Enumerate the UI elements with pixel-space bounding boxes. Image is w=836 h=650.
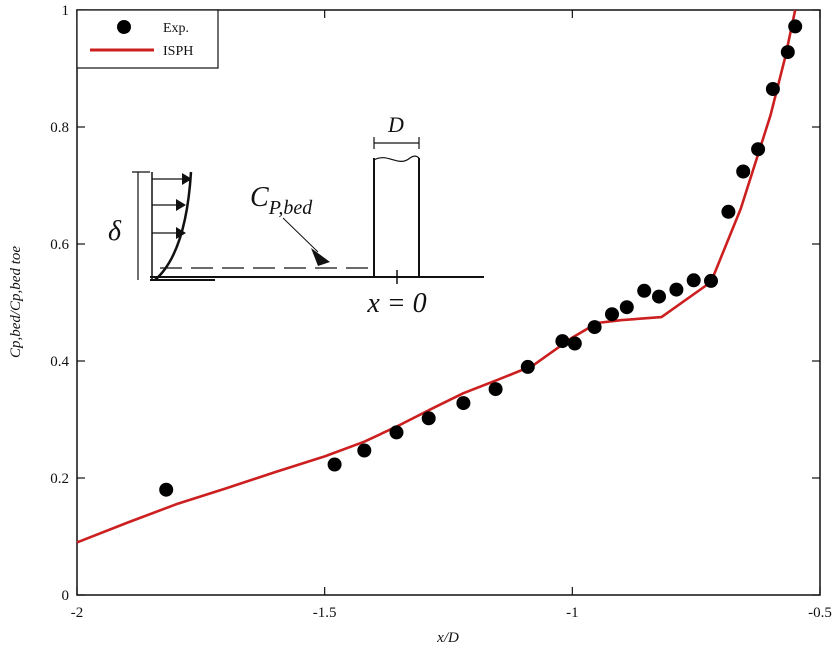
exp-point — [587, 320, 602, 335]
legend-box — [76, 9, 219, 69]
exp-point — [456, 396, 471, 411]
exp-point — [555, 334, 570, 349]
y-tick-label: 0.4 — [50, 354, 69, 370]
exp-point — [751, 142, 766, 157]
exp-point — [159, 482, 174, 497]
exp-point — [736, 164, 751, 179]
y-tick-label: 0.2 — [50, 471, 69, 487]
inset-leader-arrow — [311, 248, 330, 266]
exp-point — [605, 307, 619, 322]
y-tick-label: 0 — [62, 588, 70, 604]
exp-point — [389, 425, 404, 440]
series-exp — [159, 19, 803, 497]
y-axis-label: Cp,bed/Cp,bed toe — [8, 246, 24, 358]
inset-d-label: D — [387, 112, 404, 137]
inset-cp-label: CP,bed — [250, 182, 313, 219]
exp-point — [637, 283, 652, 298]
exp-point — [327, 457, 342, 472]
exp-point — [669, 282, 684, 297]
exp-point — [780, 45, 795, 60]
exp-point — [788, 19, 803, 34]
inset-delta-label: δ — [108, 216, 122, 247]
inset-leader-line — [282, 217, 319, 253]
legend: Exp. ISPH — [76, 9, 219, 69]
isph-line — [76, 9, 797, 544]
exp-point — [520, 359, 535, 374]
inset-arrow-head-2 — [176, 199, 186, 211]
y-tick-label: 0.8 — [50, 120, 69, 136]
x-tick-label: -0.5 — [808, 605, 832, 621]
inset-cp-main: C — [250, 182, 269, 213]
exp-point — [488, 382, 503, 397]
inset-velocity-profile — [154, 171, 193, 281]
y-tick-label: 1 — [62, 3, 70, 19]
inset-arrow-head-1 — [182, 173, 192, 185]
inset-schematic — [132, 137, 484, 284]
legend-marker-exp — [117, 20, 131, 34]
axis-tick-labels: -2 -1.5 -1 -0.5 0 0.2 0.4 0.6 0.8 1 — [50, 3, 832, 621]
exp-point — [652, 289, 666, 304]
inset-pier-top — [373, 155, 420, 163]
exp-point — [421, 411, 436, 426]
legend-label-isph: ISPH — [163, 44, 193, 59]
series-isph — [76, 9, 797, 544]
x-tick-label: -1 — [566, 605, 579, 621]
legend-label-exp: Exp. — [163, 21, 189, 36]
inset-cp-sub: P,bed — [268, 197, 314, 219]
y-tick-label: 0.6 — [50, 237, 69, 253]
inset-x0-label: x = 0 — [366, 288, 426, 319]
inset-arrow-head-3 — [176, 227, 186, 239]
x-axis-label: x/D — [436, 630, 459, 646]
exp-point — [721, 204, 736, 219]
axis-ticks — [76, 9, 821, 596]
exp-point — [619, 300, 634, 315]
exp-point — [704, 273, 718, 288]
plot-frame — [76, 9, 821, 596]
exp-point — [686, 273, 701, 288]
x-tick-label: -1.5 — [313, 605, 337, 621]
exp-point — [765, 82, 780, 96]
x-tick-label: -2 — [71, 605, 84, 621]
exp-point — [357, 443, 372, 458]
exp-point — [567, 336, 582, 351]
